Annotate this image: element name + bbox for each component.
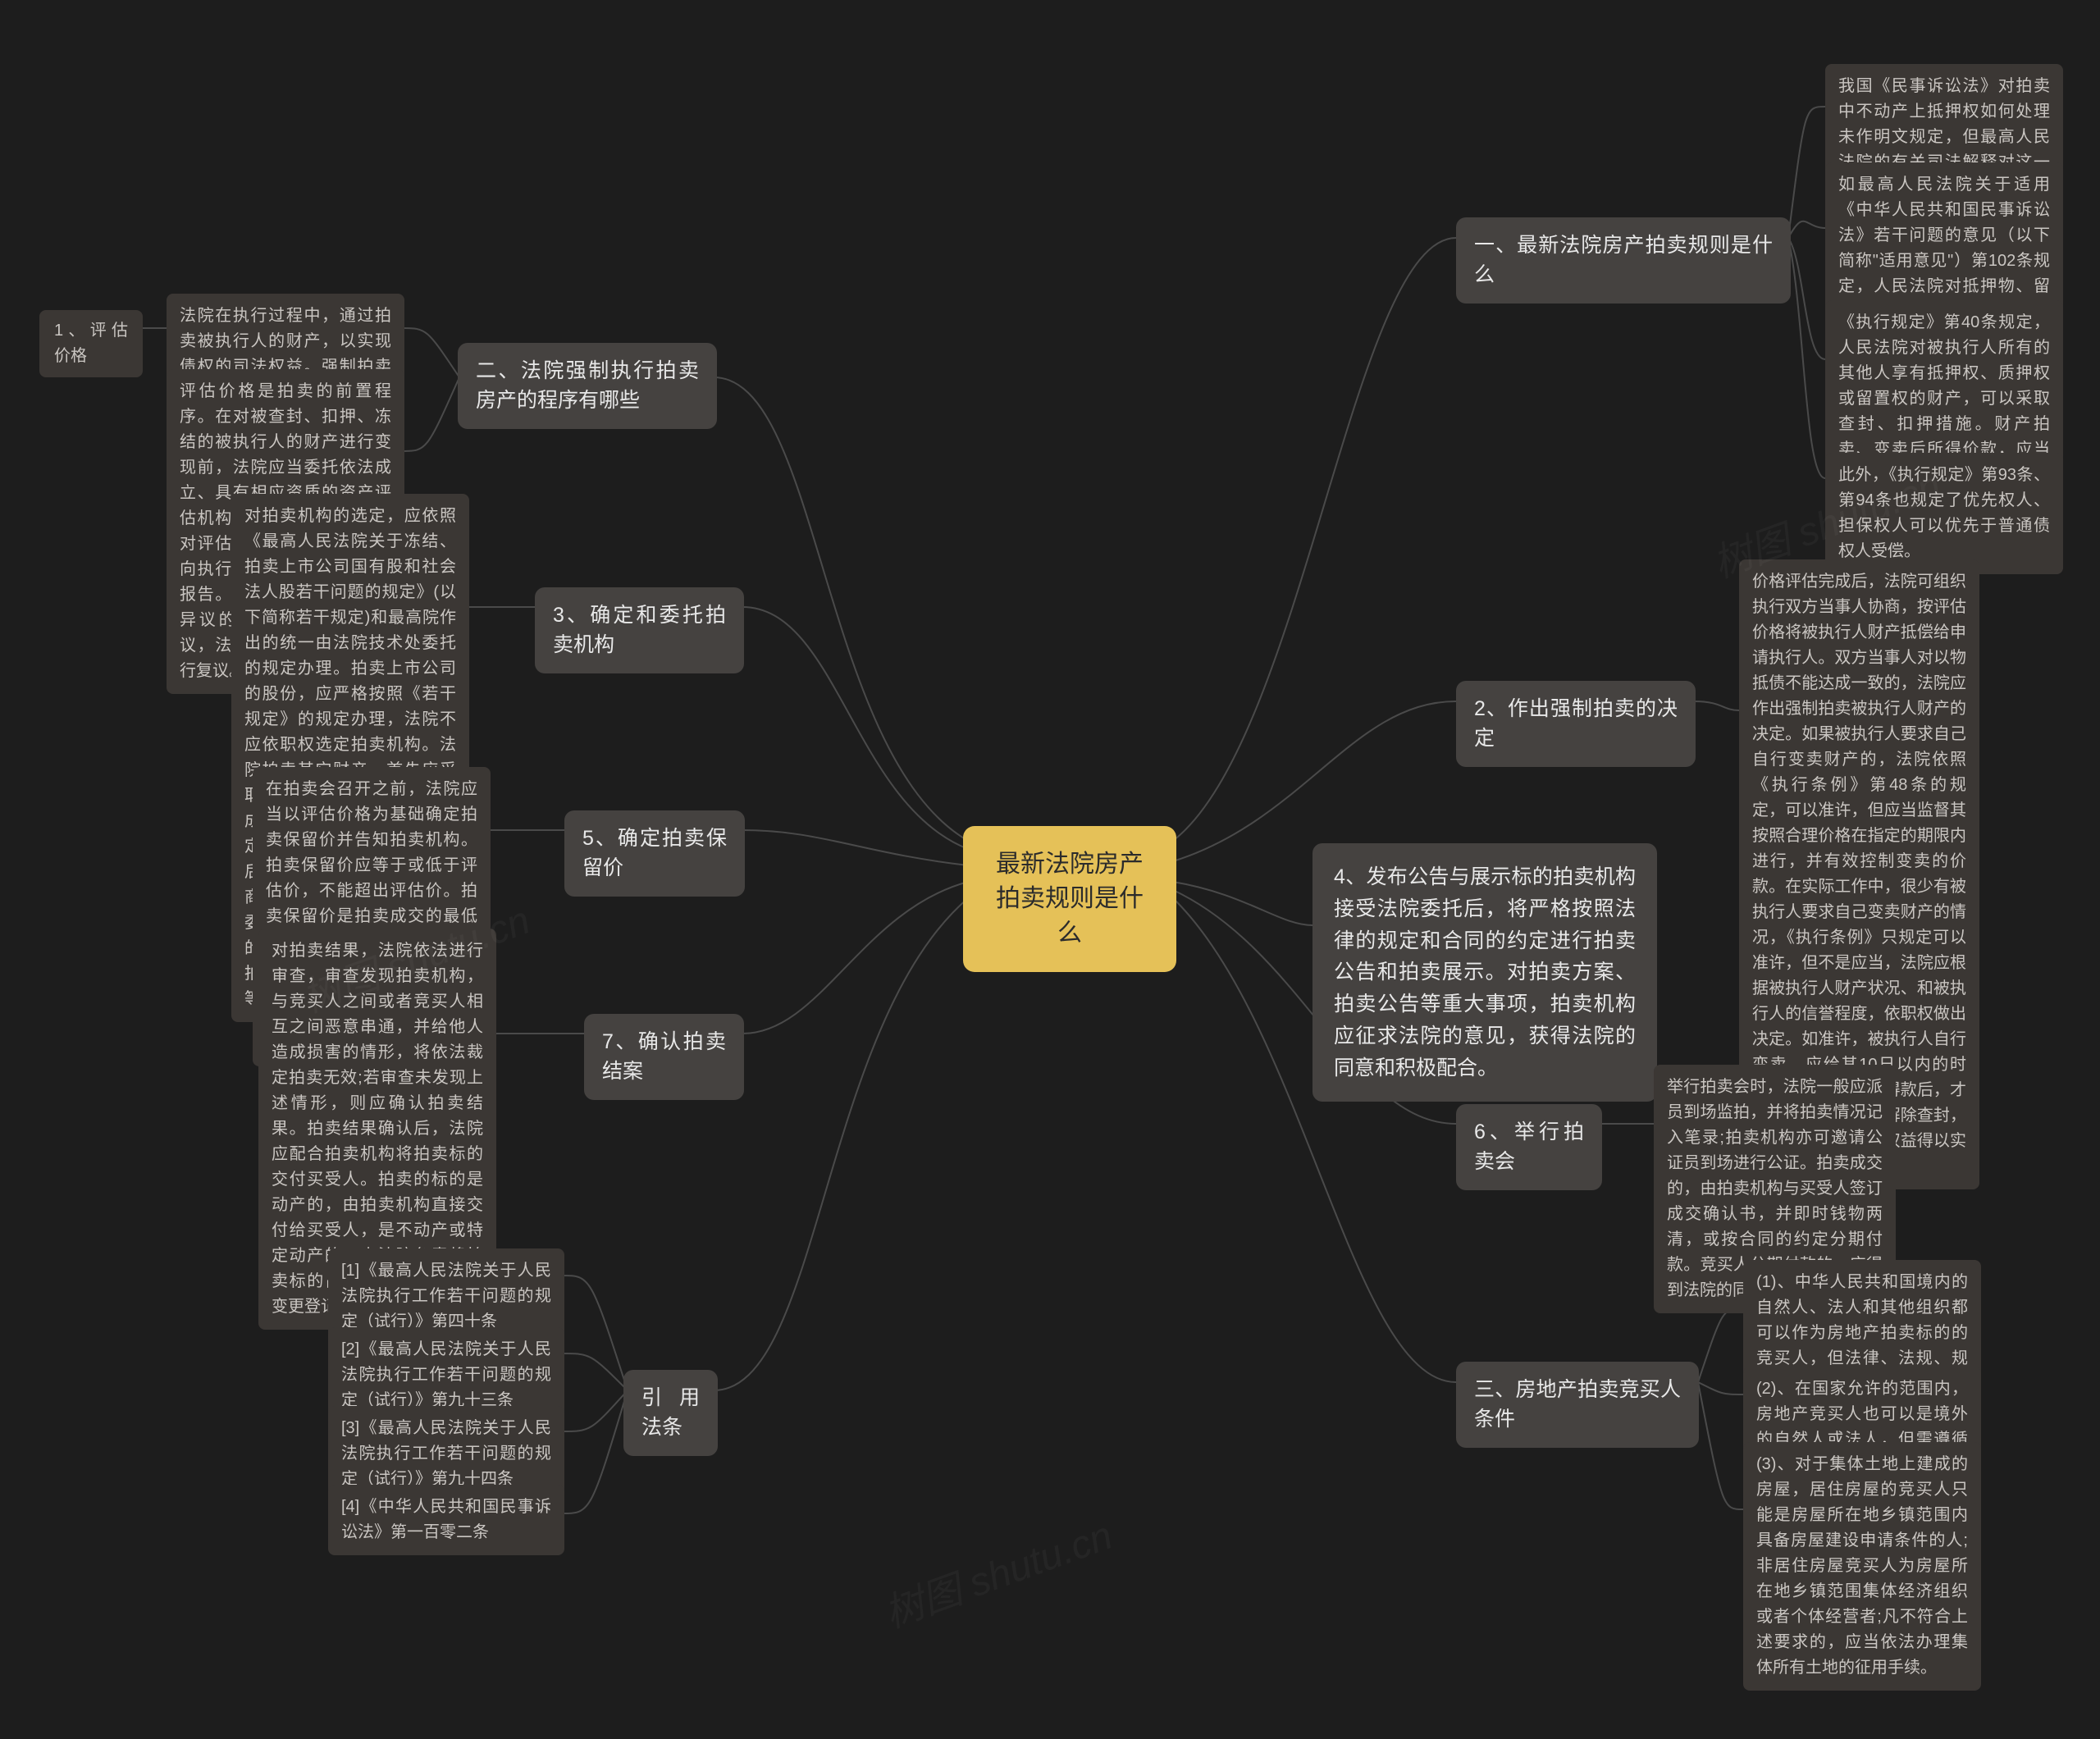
topic-r6: 6、举行拍卖会: [1456, 1104, 1602, 1190]
topic-r3: 三、房地产拍卖竞买人条件: [1456, 1362, 1699, 1448]
topic-refs: 引用法条: [623, 1370, 718, 1456]
ref-3: [4]《中华人民共和国民事诉讼法》第一百零二条: [328, 1485, 564, 1555]
topic-l5: 5、确定拍卖保留价: [564, 810, 745, 897]
topic-l2: 二、法院强制执行拍卖房产的程序有哪些: [458, 343, 717, 429]
topic-l7: 7、确认拍卖结案: [584, 1014, 744, 1100]
root-node: 最新法院房产拍卖规则是什么: [963, 826, 1176, 972]
pill-l2-1: 1、评估价格: [39, 310, 143, 377]
topic-r1: 一、最新法院房产拍卖规则是什么: [1456, 217, 1791, 304]
topic-r4: 4、发布公告与展示标的拍卖机构接受法院委托后，将严格按照法律的规定和合同的约定进…: [1312, 843, 1657, 1102]
topic-l3: 3、确定和委托拍卖机构: [535, 587, 744, 673]
topic-r2: 2、作出强制拍卖的决定: [1456, 681, 1696, 767]
detail-r1-3: 此外，《执行规定》第93条、第94条也规定了优先权人、担保权人可以优先于普通债权…: [1825, 453, 2063, 574]
detail-r3-2: (3)、对于集体土地上建成的房屋，居住房屋的竞买人只能是房屋所在地乡镇范围内具备…: [1743, 1442, 1981, 1691]
